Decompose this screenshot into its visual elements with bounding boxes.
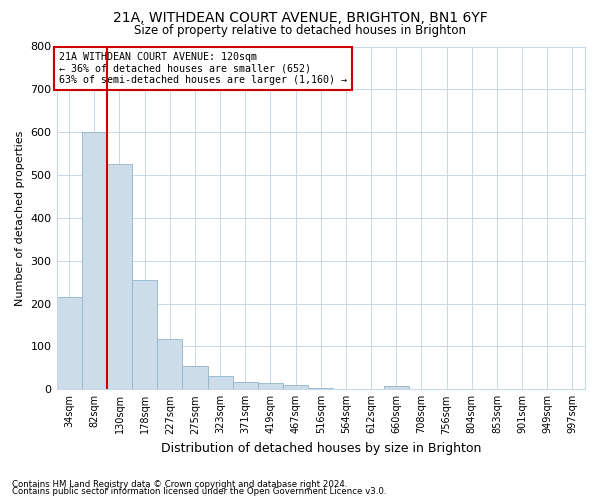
Bar: [56, 297, 82, 390]
Text: Size of property relative to detached houses in Brighton: Size of property relative to detached ho…: [134, 24, 466, 37]
Bar: [283, 385, 308, 390]
Bar: [233, 382, 258, 390]
Bar: [157, 338, 182, 390]
Text: Contains HM Land Registry data © Crown copyright and database right 2024.: Contains HM Land Registry data © Crown c…: [12, 480, 347, 489]
Text: Contains public sector information licensed under the Open Government Licence v3: Contains public sector information licen…: [12, 488, 386, 496]
Bar: [258, 384, 283, 390]
Bar: [308, 388, 334, 390]
Bar: [82, 132, 107, 390]
Bar: [383, 386, 409, 390]
X-axis label: Distribution of detached houses by size in Brighton: Distribution of detached houses by size …: [161, 442, 481, 455]
Text: 21A WITHDEAN COURT AVENUE: 120sqm
← 36% of detached houses are smaller (652)
63%: 21A WITHDEAN COURT AVENUE: 120sqm ← 36% …: [59, 52, 347, 85]
Bar: [132, 280, 157, 390]
Y-axis label: Number of detached properties: Number of detached properties: [15, 130, 25, 306]
Bar: [107, 164, 132, 390]
Bar: [208, 376, 233, 390]
Bar: [182, 366, 208, 390]
Text: 21A, WITHDEAN COURT AVENUE, BRIGHTON, BN1 6YF: 21A, WITHDEAN COURT AVENUE, BRIGHTON, BN…: [113, 11, 487, 25]
